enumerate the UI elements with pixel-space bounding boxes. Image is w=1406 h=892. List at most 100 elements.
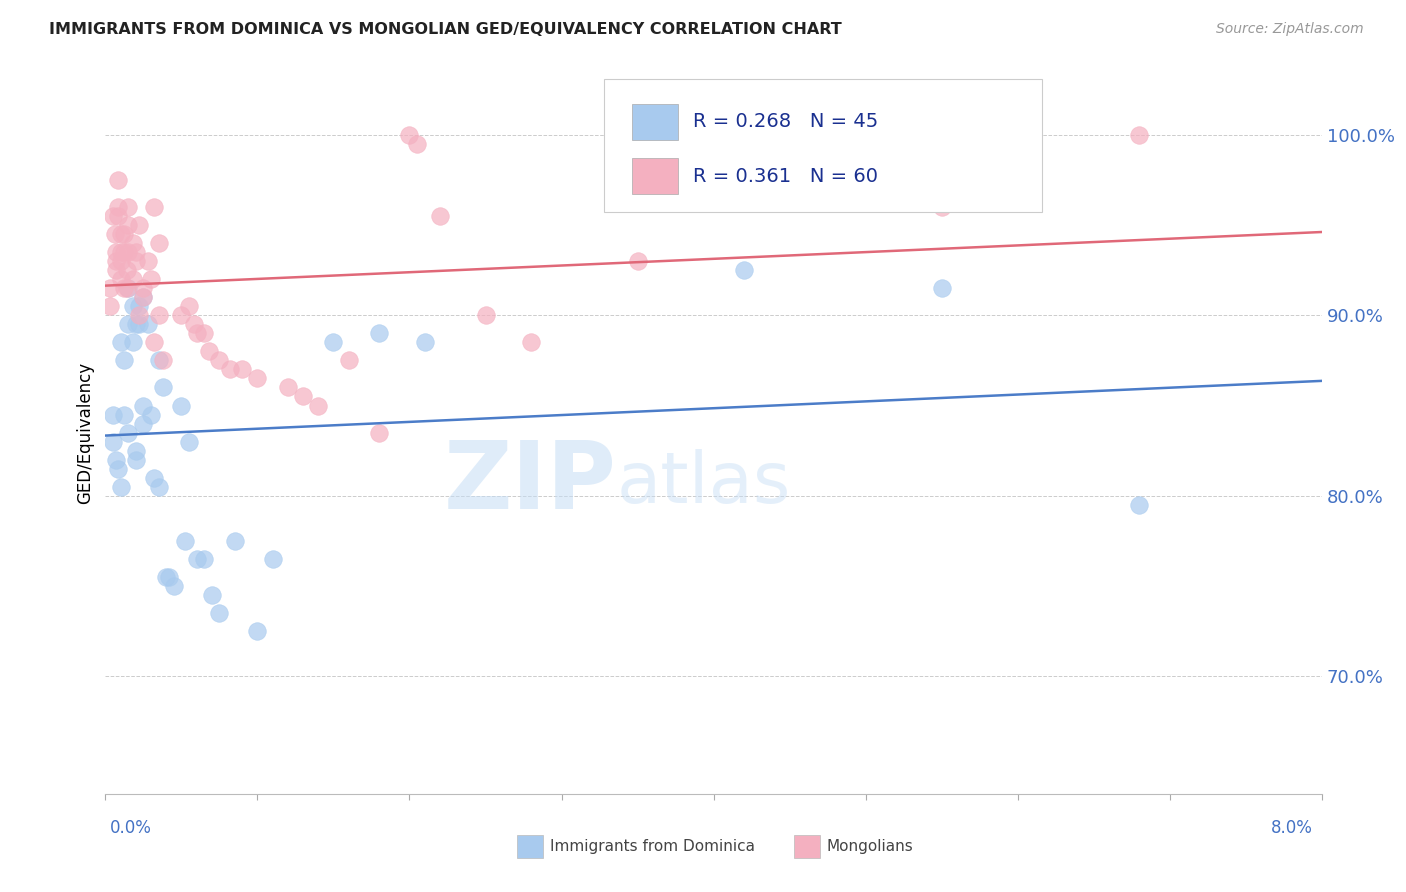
Point [733,263,755,277]
Point [931,200,953,214]
Point [307,399,329,413]
Text: R = 0.268   N = 45: R = 0.268 N = 45 [693,112,879,131]
Point [117,318,139,332]
Text: Immigrants from Dominica: Immigrants from Dominica [550,839,755,854]
Point [132,399,155,413]
Text: 0.0%: 0.0% [110,819,152,837]
Point [125,318,148,332]
Point [136,318,159,332]
Text: R = 0.361   N = 60: R = 0.361 N = 60 [693,167,877,186]
Point [474,308,496,322]
Point [132,290,155,304]
Point [246,371,269,385]
Point [117,218,139,232]
Point [110,480,132,494]
Point [337,353,360,368]
Point [121,299,143,313]
Point [105,452,128,467]
Point [107,173,129,187]
Point [931,281,953,295]
Point [173,534,195,549]
Point [112,245,135,260]
Point [224,534,246,549]
Point [117,281,139,295]
Point [121,335,143,350]
Point [132,290,155,304]
Point [112,408,135,422]
Text: IMMIGRANTS FROM DOMINICA VS MONGOLIAN GED/EQUIVALENCY CORRELATION CHART: IMMIGRANTS FROM DOMINICA VS MONGOLIAN GE… [49,22,842,37]
Point [128,218,150,232]
Point [98,281,121,295]
Point [143,335,166,350]
Point [1128,498,1150,512]
Text: Mongolians: Mongolians [827,839,914,854]
Point [139,408,162,422]
Point [98,299,121,313]
Point [132,281,155,295]
Point [322,335,344,350]
Point [107,200,129,214]
Point [1128,128,1150,142]
Point [110,245,132,260]
Point [117,425,139,440]
Point [121,272,143,286]
Point [105,254,128,268]
Point [101,209,124,223]
Point [193,552,215,566]
Point [107,209,129,223]
Point [125,443,148,458]
Point [121,235,143,250]
Point [208,607,231,621]
Point [155,570,177,584]
Point [101,434,124,449]
Point [101,408,124,422]
Point [143,471,166,485]
Point [128,308,150,322]
Point [246,624,269,639]
Point [105,245,128,260]
Point [125,452,148,467]
Point [148,308,170,322]
Point [186,326,208,341]
Point [198,344,221,359]
Point [148,480,170,494]
Text: ZIP: ZIP [443,437,616,529]
Point [128,299,150,313]
Point [163,579,186,593]
Point [231,362,253,376]
Point [125,254,148,268]
FancyBboxPatch shape [633,158,678,194]
Point [170,399,193,413]
Point [103,227,125,241]
Text: 8.0%: 8.0% [1271,819,1313,837]
Point [132,417,155,431]
Point [152,353,174,368]
Point [107,462,129,476]
Text: atlas: atlas [616,449,790,517]
Point [157,570,180,584]
Point [208,353,231,368]
Point [201,588,224,602]
Point [112,353,135,368]
Point [520,335,543,350]
Point [406,136,429,151]
Point [177,434,200,449]
Point [368,326,391,341]
Point [115,263,138,277]
Point [626,254,648,268]
Point [429,209,451,223]
Point [398,128,420,142]
Point [105,263,128,277]
Point [277,380,299,394]
Point [170,308,193,322]
Point [110,254,132,268]
Y-axis label: GED/Equivalency: GED/Equivalency [76,361,94,504]
Point [112,281,135,295]
Point [117,200,139,214]
Point [110,227,132,241]
Point [148,235,170,250]
Point [110,272,132,286]
Point [115,281,138,295]
Point [219,362,242,376]
Point [136,254,159,268]
